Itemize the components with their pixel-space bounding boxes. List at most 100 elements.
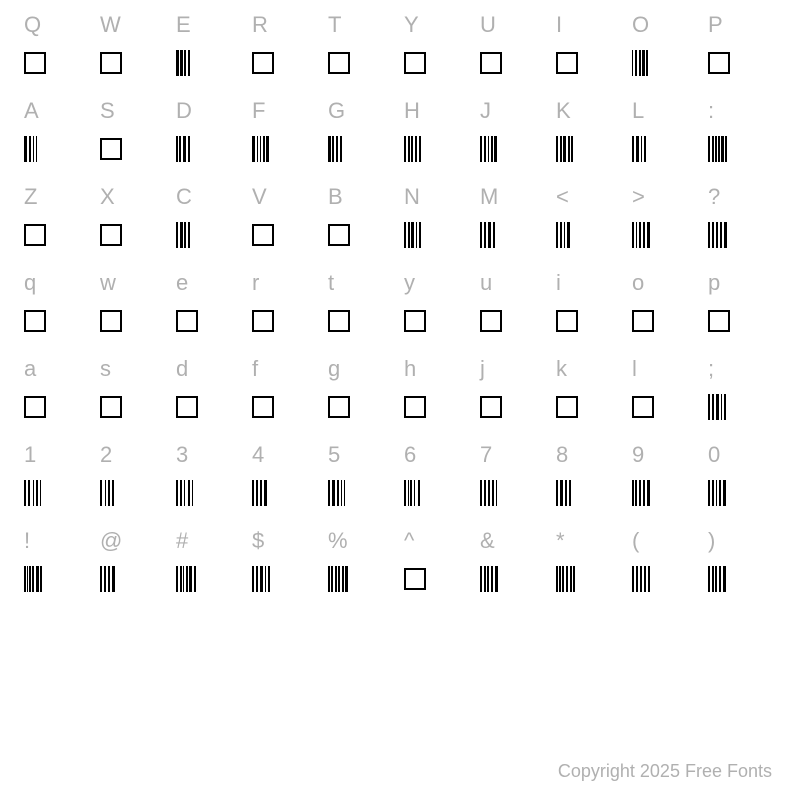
barcode-glyph [708, 136, 727, 162]
glyph [252, 306, 274, 336]
char-label: Z [24, 180, 37, 214]
char-label: e [176, 266, 188, 300]
char-cell: 7 [476, 430, 552, 516]
box-glyph [556, 52, 578, 74]
glyph [556, 306, 578, 336]
char-cell: t [324, 258, 400, 344]
char-label: W [100, 8, 121, 42]
char-cell: A [20, 86, 96, 172]
glyph [632, 392, 654, 422]
box-glyph [252, 396, 274, 418]
box-glyph [100, 52, 122, 74]
glyph [480, 478, 497, 508]
glyph [328, 134, 342, 164]
char-label: p [708, 266, 720, 300]
glyph [100, 220, 122, 250]
char-label: j [480, 352, 485, 386]
barcode-glyph [480, 136, 497, 162]
char-cell: 9 [628, 430, 704, 516]
char-label: g [328, 352, 340, 386]
char-cell: s [96, 344, 172, 430]
glyph [252, 134, 269, 164]
barcode-glyph [708, 222, 727, 248]
char-cell: I [552, 0, 628, 86]
char-label: 8 [556, 438, 568, 472]
glyph [404, 220, 421, 250]
char-label: 1 [24, 438, 36, 472]
box-glyph [328, 396, 350, 418]
char-label: P [708, 8, 723, 42]
barcode-glyph [176, 50, 190, 76]
char-label: % [328, 524, 348, 558]
char-label: E [176, 8, 191, 42]
char-label: f [252, 352, 258, 386]
box-glyph [252, 224, 274, 246]
barcode-glyph [24, 566, 42, 592]
glyph [404, 48, 426, 78]
glyph [176, 48, 190, 78]
char-label: S [100, 94, 115, 128]
glyph [556, 478, 571, 508]
glyph [176, 564, 196, 594]
char-label: U [480, 8, 496, 42]
char-label: ( [632, 524, 639, 558]
char-cell: d [172, 344, 248, 430]
char-cell: 4 [248, 430, 324, 516]
char-label: 7 [480, 438, 492, 472]
char-cell: M [476, 172, 552, 258]
barcode-glyph [632, 566, 650, 592]
char-label: 3 [176, 438, 188, 472]
box-glyph [24, 52, 46, 74]
glyph [100, 564, 115, 594]
barcode-glyph [632, 50, 648, 76]
char-cell: w [96, 258, 172, 344]
char-cell: g [324, 344, 400, 430]
glyph [708, 478, 726, 508]
char-label: R [252, 8, 268, 42]
glyph [176, 478, 193, 508]
glyph [480, 220, 495, 250]
glyph [176, 220, 190, 250]
box-glyph [252, 52, 274, 74]
char-cell: 8 [552, 430, 628, 516]
char-label: @ [100, 524, 122, 558]
box-glyph [556, 396, 578, 418]
box-glyph [100, 138, 122, 160]
box-glyph [708, 52, 730, 74]
glyph [24, 478, 41, 508]
glyph [632, 564, 650, 594]
char-label: 6 [404, 438, 416, 472]
char-cell: e [172, 258, 248, 344]
barcode-glyph [708, 480, 726, 506]
glyph [632, 306, 654, 336]
char-label: D [176, 94, 192, 128]
glyph [556, 392, 578, 422]
char-cell: L [628, 86, 704, 172]
char-cell: U [476, 0, 552, 86]
glyph [708, 220, 727, 250]
glyph [24, 48, 46, 78]
glyph [24, 134, 39, 164]
glyph [100, 392, 122, 422]
barcode-glyph [556, 566, 575, 592]
char-cell: Y [400, 0, 476, 86]
char-cell: ; [704, 344, 780, 430]
char-label: < [556, 180, 569, 214]
char-cell: @ [96, 516, 172, 602]
char-cell: 1 [20, 430, 96, 516]
glyph [480, 306, 502, 336]
box-glyph [24, 310, 46, 332]
char-cell: ^ [400, 516, 476, 602]
char-cell: y [400, 258, 476, 344]
char-cell: H [400, 86, 476, 172]
char-cell: F [248, 86, 324, 172]
barcode-glyph [252, 480, 267, 506]
barcode-glyph [176, 566, 196, 592]
char-cell: W [96, 0, 172, 86]
glyph [176, 306, 198, 336]
box-glyph [24, 224, 46, 246]
glyph [556, 564, 575, 594]
char-cell: 2 [96, 430, 172, 516]
box-glyph [632, 310, 654, 332]
box-glyph [252, 310, 274, 332]
